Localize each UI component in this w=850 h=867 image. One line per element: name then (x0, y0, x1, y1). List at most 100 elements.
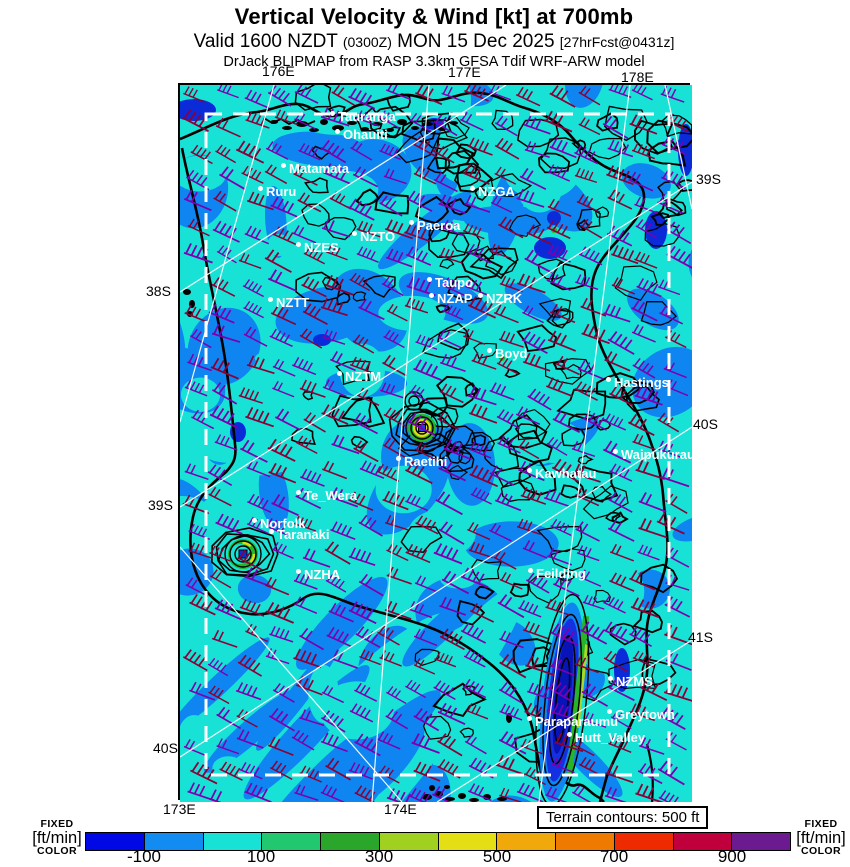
title-block: Vertical Velocity & Wind [kt] at 700mb V… (0, 4, 850, 70)
colorbar-tick-700: 700 (599, 847, 629, 866)
place-dot (296, 490, 301, 495)
colorbar-segment-7 (497, 833, 556, 850)
place-dot (608, 676, 613, 681)
terrain-contours-text: Terrain contours: 500 ft (546, 809, 700, 826)
colorbar-segment-11 (732, 833, 790, 850)
axis-label-right-39s: 39S (696, 171, 721, 187)
colorbar-tick--100: -100 (126, 847, 162, 866)
place-name: Matamata (289, 161, 349, 176)
place-label-paraparaumu: Paraparaumu (527, 714, 619, 729)
place-dot (607, 709, 612, 714)
place-dot (252, 518, 257, 523)
place-name: NZTT (276, 295, 310, 310)
place-name: Taranaki (277, 527, 330, 542)
axis-label-left-40s: 40S (153, 740, 178, 756)
axis-label-top-178e: 178E (621, 69, 654, 85)
place-label-norfolk: Norfolk (252, 516, 306, 531)
place-dot (258, 186, 263, 191)
place-name: Ohauiti (343, 127, 388, 142)
place-dot (396, 456, 401, 461)
place-dot (337, 371, 342, 376)
place-label-nztm: NZTM (337, 369, 382, 384)
place-dot (268, 297, 273, 302)
place-dot (335, 129, 340, 134)
place-name: Raetihi (404, 454, 448, 469)
page-title: Vertical Velocity & Wind [kt] at 700mb (234, 4, 634, 29)
place-dot (606, 377, 611, 382)
place-label-nztt: NZTT (268, 295, 310, 310)
place-dot (427, 277, 432, 282)
place-name: Taupo (435, 275, 474, 290)
place-label-nzto: NZTO (352, 229, 396, 244)
place-name: NZTM (345, 369, 382, 384)
axis-label-left-38s: 38S (146, 283, 171, 299)
terrain-contours-note: Terrain contours: 500 ft (537, 806, 709, 829)
place-name: NZES (304, 240, 339, 255)
place-name: Kawhatau (535, 466, 597, 481)
place-name: NZMS (616, 674, 653, 689)
colorbar-segment-9 (614, 833, 674, 850)
place-label-kawhatau: Kawhatau (527, 466, 597, 481)
place-name: Ruru (266, 184, 297, 199)
place-label-te_wera: Te_Wera (296, 488, 357, 503)
place-label-hastings: Hastings (606, 375, 669, 390)
valid-time-part: MON 15 Dec 2025 (391, 31, 560, 52)
place-name: NZTO (360, 229, 396, 244)
colorbar-segment-6 (438, 833, 498, 850)
place-name: Waipukurau (621, 447, 695, 462)
units-fixed-label: FIXED (804, 818, 838, 830)
valid-time-line: Valid 1600 NZDT (0300Z) MON 15 Dec 2025 … (0, 31, 850, 53)
place-label-ohauiti: Ohauiti (335, 127, 388, 142)
place-label-waipukurau: Waipukurau (613, 447, 695, 462)
place-name: Te_Wera (304, 488, 357, 503)
place-dot (613, 449, 618, 454)
place-name: NZRK (486, 291, 523, 306)
valid-time-part: [27hrFcst@0431z] (559, 34, 675, 50)
place-label-feilding: Feilding (528, 566, 586, 581)
valid-time-part: (0300Z) (342, 34, 392, 50)
place-name: Greytown (615, 707, 675, 722)
units-ftmin-label: [ft/min] (32, 828, 82, 847)
place-dot (352, 231, 357, 236)
colorbar-tick-900: 900 (717, 847, 747, 866)
place-label-ruru: Ruru (258, 184, 297, 199)
map-graphic (180, 85, 692, 802)
place-dot (269, 529, 274, 534)
place-name: Boyd (495, 346, 528, 361)
place-labels-layer: Tauranga Ohauiti Matamata Ruru NZGA Paeroa NZT… (180, 85, 695, 802)
place-dot (296, 242, 301, 247)
place-label-raetihi: Raetihi (396, 454, 448, 469)
colorbar-segment-0 (86, 833, 145, 850)
place-dot (409, 220, 414, 225)
place-dot (567, 732, 572, 737)
axis-label-left-39s: 39S (148, 497, 173, 513)
place-label-nzga: NZGA (470, 184, 515, 199)
place-dot (478, 293, 483, 298)
place-dot (281, 163, 286, 168)
place-label-boyd: Boyd (487, 346, 528, 361)
place-name: Paraparaumu (535, 714, 619, 729)
place-name: Hastings (614, 375, 669, 390)
place-name: NZHA (304, 567, 341, 582)
place-label-hutt_valley: Hutt_Valley (567, 730, 646, 745)
colorbar-segment-2 (203, 833, 263, 850)
colorbar-segment-5 (379, 833, 439, 850)
colorbar-segment-10 (673, 833, 733, 850)
colorbar-units-left: FIXED [ft/min] COLOR (22, 819, 92, 857)
units-fixed-label: FIXED (40, 818, 74, 830)
place-label-nzrk: NZRK (478, 291, 523, 306)
place-dot (528, 568, 533, 573)
place-label-nzha: NZHA (296, 567, 341, 582)
colorbar-segment-4 (321, 833, 380, 850)
place-dot (527, 716, 532, 721)
place-label-nzap: NZAP (429, 291, 472, 306)
axis-label-bottom-173e: 173E (163, 801, 196, 817)
place-name: Hutt_Valley (575, 730, 646, 745)
colorbar-tick-100: 100 (246, 847, 276, 866)
place-label-tauranga: Tauranga (330, 109, 396, 124)
place-label-taranaki: Taranaki (269, 527, 330, 542)
valid-time-part: Valid 1600 NZDT (193, 31, 343, 52)
place-dot (470, 186, 475, 191)
axis-label-bottom-174e: 174E (384, 801, 417, 817)
